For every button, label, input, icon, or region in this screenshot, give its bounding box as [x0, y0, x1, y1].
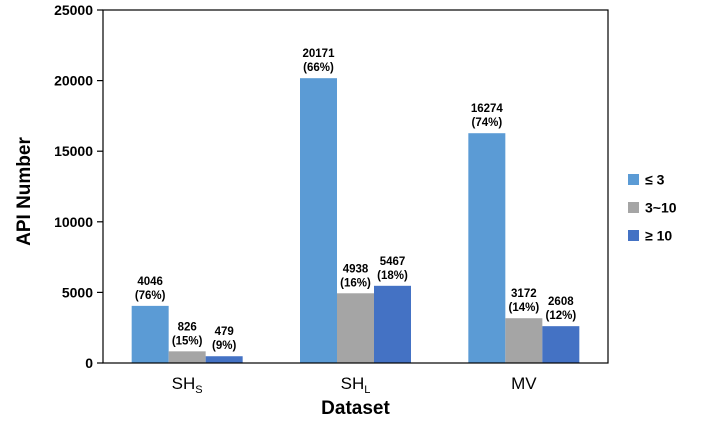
y-tick-label: 20000 [54, 73, 93, 89]
data-label-percent: (9%) [212, 340, 236, 352]
legend-label: ≥ 10 [645, 228, 672, 244]
data-label-value: 2608 [548, 296, 574, 308]
x-axis-ticks: SHS SHL MV [172, 374, 538, 396]
bar [168, 351, 206, 363]
y-tick-label: 5000 [62, 284, 93, 300]
data-labels-group: 4046 (76%) 826 (15%) 479 (9%) 20171 (66%) 4938 (1… [135, 48, 577, 352]
x-tick-label-base: SH [341, 374, 365, 393]
x-tick-label: SHL [341, 374, 371, 396]
x-tick-label-base: SH [172, 374, 196, 393]
bar [505, 318, 543, 363]
y-tick-label: 15000 [54, 143, 93, 159]
bar [337, 293, 374, 363]
bar [468, 133, 506, 363]
data-label-value: 16274 [471, 103, 504, 115]
data-label-value: 5467 [380, 256, 406, 268]
legend: ≤ 3 3~10 ≥ 10 [628, 172, 677, 244]
plot-frame [102, 9, 609, 364]
y-tick-label: 10000 [54, 214, 93, 230]
data-label-percent: (66%) [303, 62, 334, 74]
bar [542, 326, 580, 363]
data-label-percent: (15%) [172, 335, 203, 347]
y-tick-label: 25000 [54, 2, 93, 18]
legend-label: 3~10 [645, 200, 677, 216]
data-label-value: 20171 [303, 48, 336, 60]
data-label-value: 826 [178, 321, 197, 333]
x-tick-label-subscript: S [195, 384, 202, 396]
data-label-value: 4938 [343, 263, 369, 275]
bar [205, 356, 243, 363]
data-label-value: 4046 [137, 276, 163, 288]
data-label-percent: (12%) [545, 310, 576, 322]
legend-label: ≤ 3 [645, 172, 665, 188]
y-tick-label: 0 [85, 355, 93, 371]
legend-swatch [628, 230, 639, 241]
x-tick-label: MV [511, 374, 537, 393]
x-tick-label-subscript: L [364, 384, 370, 396]
x-axis-title: Dataset [321, 398, 390, 419]
x-tick-label-base: MV [511, 374, 537, 393]
y-axis-title: API Number [14, 137, 35, 246]
data-label-percent: (14%) [508, 302, 539, 314]
data-label-percent: (76%) [135, 290, 166, 302]
y-axis-ticks: 0 5000 10000 15000 20000 25000 [54, 2, 103, 371]
data-label-percent: (18%) [377, 270, 408, 282]
legend-swatch [628, 202, 639, 213]
x-tick-label: SHS [172, 374, 203, 396]
data-label-percent: (16%) [340, 277, 371, 289]
bars-group [131, 78, 580, 363]
bar [374, 285, 411, 363]
data-label-value: 3172 [511, 288, 537, 300]
bar [131, 305, 169, 363]
data-label-value: 479 [215, 326, 234, 338]
bar [300, 78, 337, 363]
data-label-percent: (74%) [471, 117, 502, 129]
legend-swatch [628, 174, 639, 185]
